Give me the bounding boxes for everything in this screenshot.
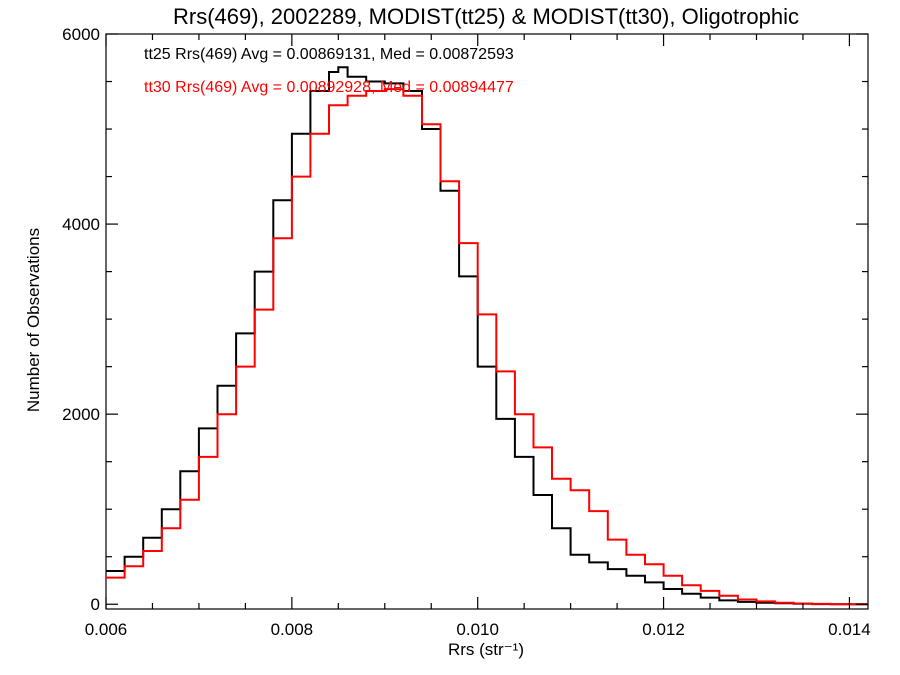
x-tick-label: 0.010 <box>456 620 499 639</box>
y-axis-label: Number of Observations <box>24 228 43 412</box>
y-tick-label: 4000 <box>62 215 100 234</box>
y-tick-label: 2000 <box>62 405 100 424</box>
x-tick-label: 0.012 <box>642 620 685 639</box>
series-line-0 <box>106 66 868 606</box>
y-tick-label: 6000 <box>62 25 100 44</box>
plot-border <box>105 33 869 610</box>
chart-title: Rrs(469), 2002289, MODIST(tt25) & MODIST… <box>173 4 799 29</box>
y-tick-label: 0 <box>91 595 100 614</box>
x-tick-label: 0.006 <box>85 620 128 639</box>
series-layer <box>106 66 868 606</box>
series-line-1 <box>106 88 868 606</box>
stats-annotation-tt30: tt30 Rrs(469) Avg = 0.00892928, Med = 0.… <box>144 79 514 96</box>
plot-frame <box>105 33 869 610</box>
x-tick-label: 0.008 <box>271 620 314 639</box>
x-axis-label: Rrs (str⁻¹) <box>448 640 524 659</box>
ticks-layer: 0.006 0.008 0.010 0.012 0.014 0 2000 4000 6000 <box>62 25 871 639</box>
x-tick-label: 0.014 <box>828 620 871 639</box>
stats-annotation-tt25: tt25 Rrs(469) Avg = 0.00869131, Med = 0.… <box>144 46 514 63</box>
